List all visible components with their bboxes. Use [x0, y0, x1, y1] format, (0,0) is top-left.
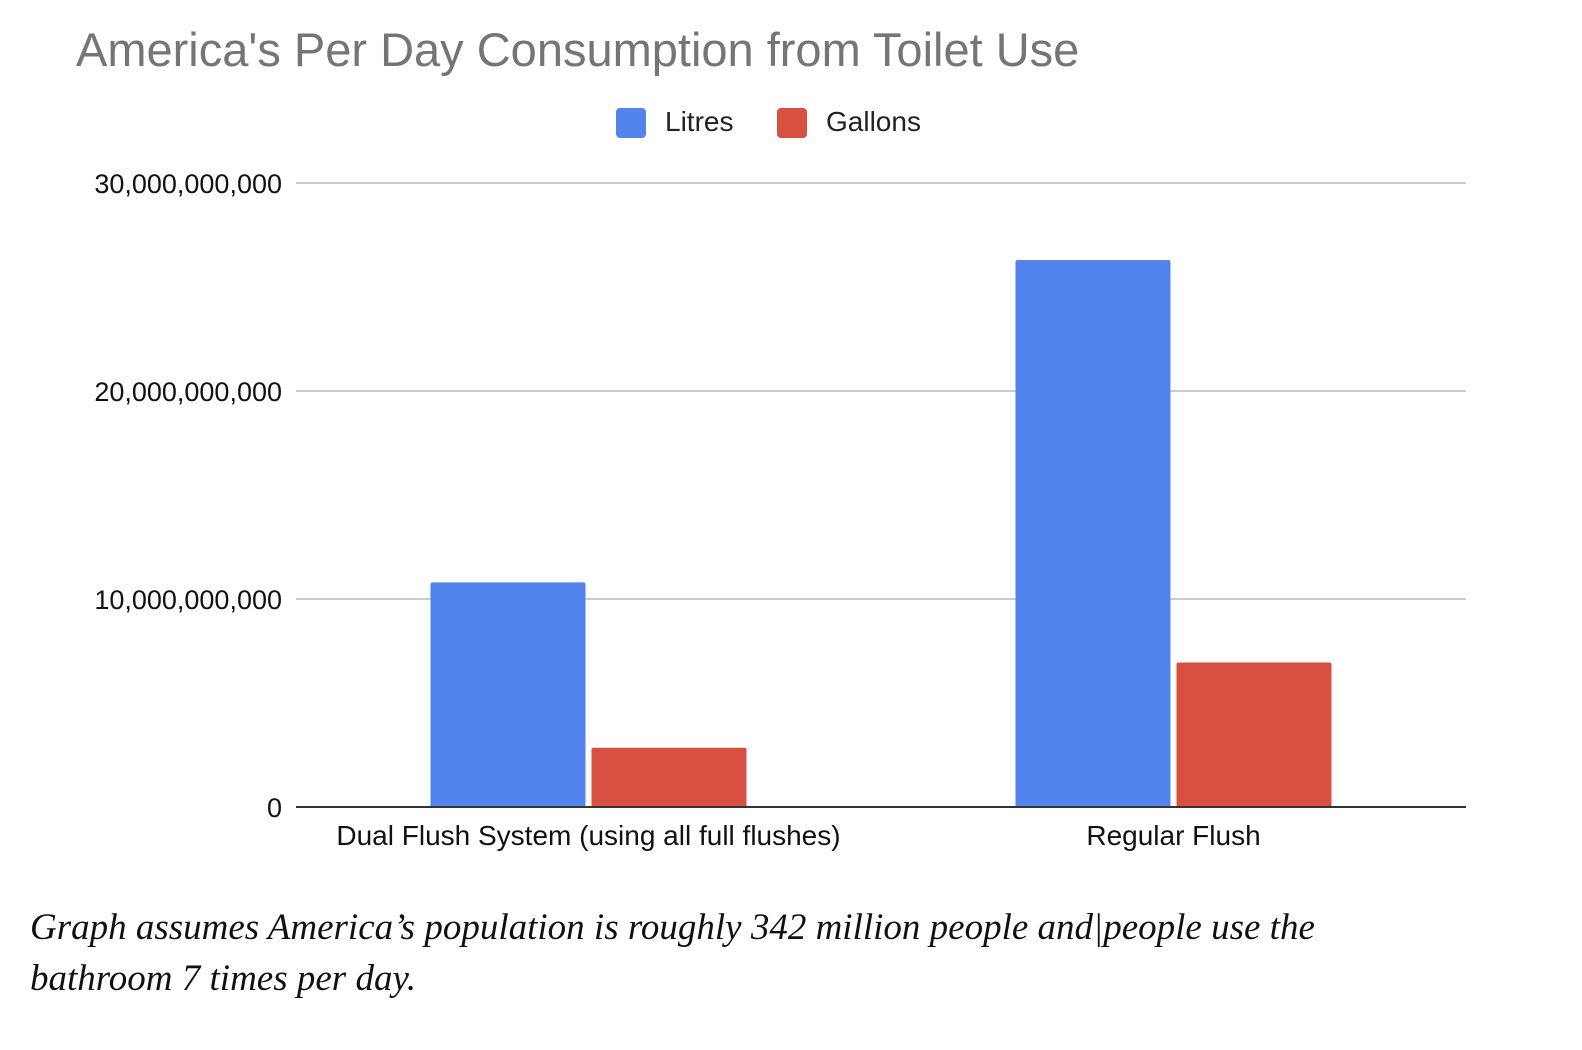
caption-line-2: bathroom 7 times per day. — [30, 958, 417, 999]
y-tick-label: 0 — [267, 793, 282, 823]
legend: Litres Gallons — [616, 106, 921, 138]
legend-label-litres: Litres — [665, 106, 733, 137]
legend-swatch-litres — [616, 108, 646, 138]
legend-swatch-gallons — [777, 108, 807, 138]
chart-title: America's Per Day Consumption from Toile… — [76, 23, 1079, 76]
y-tick-label: 20,000,000,000 — [94, 377, 282, 407]
chart-caption: Graph assumes America’s population is ro… — [30, 902, 1530, 1004]
x-axis-categories: Dual Flush System (using all full flushe… — [336, 820, 1260, 851]
bar-gallons — [591, 747, 747, 807]
gridlines — [296, 182, 1466, 600]
y-tick-label: 30,000,000,000 — [94, 169, 282, 199]
bar-litres — [1015, 259, 1171, 808]
y-tick-label: 10,000,000,000 — [94, 585, 282, 615]
legend-label-gallons: Gallons — [826, 106, 921, 137]
x-category-label: Regular Flush — [1086, 820, 1260, 851]
bar-litres — [430, 582, 586, 807]
bars — [430, 259, 1332, 808]
x-category-label: Dual Flush System (using all full flushe… — [336, 820, 840, 851]
bar-gallons — [1176, 662, 1332, 807]
y-axis-ticks: 0 10,000,000,000 20,000,000,000 30,000,000,… — [94, 169, 282, 823]
bar-chart: America's Per Day Consumption from Toile… — [76, 23, 1466, 851]
caption-line-1: Graph assumes America’s population is ro… — [30, 907, 1315, 948]
